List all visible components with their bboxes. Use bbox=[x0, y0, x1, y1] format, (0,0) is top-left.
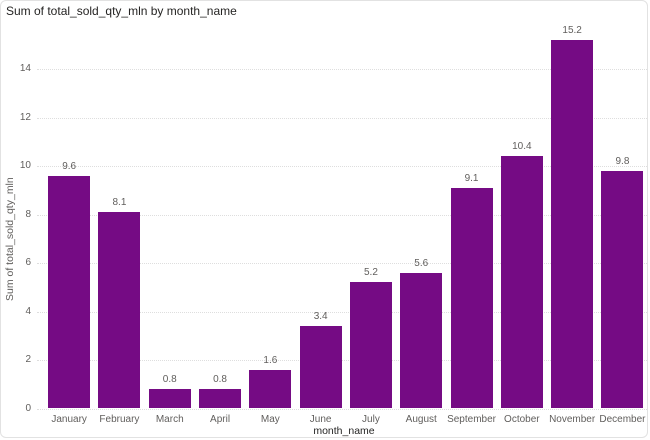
y-axis-tick-label: 4 bbox=[25, 305, 31, 317]
y-axis-tick-label: 12 bbox=[19, 111, 31, 123]
y-axis-tick-label: 14 bbox=[19, 63, 31, 74]
x-axis-title: month_name bbox=[313, 425, 375, 437]
y-axis-tick-label: 6 bbox=[25, 257, 31, 268]
x-axis-tick-october: October bbox=[504, 414, 540, 425]
bar-december[interactable] bbox=[601, 170, 644, 409]
y-axis-tick-label: 10 bbox=[19, 160, 31, 171]
x-axis-tick-february: February bbox=[99, 414, 140, 425]
data-label-september: 9.1 bbox=[464, 172, 479, 184]
gridline-y-6 bbox=[37, 263, 647, 264]
data-label-august: 5.6 bbox=[414, 257, 429, 269]
data-label-october: 10.4 bbox=[512, 141, 532, 153]
bar-july[interactable] bbox=[349, 282, 392, 409]
x-axis-tick-march: March bbox=[155, 414, 184, 425]
data-label-december: 9.8 bbox=[615, 155, 630, 167]
y-axis-tick-label: 2 bbox=[25, 354, 31, 365]
data-label-february: 8.1 bbox=[112, 197, 127, 209]
bar-april[interactable] bbox=[199, 389, 242, 409]
data-label-april: 0.8 bbox=[213, 374, 227, 386]
bar-november[interactable] bbox=[551, 39, 594, 409]
bar-august[interactable] bbox=[400, 272, 443, 409]
x-axis-tick-august: August bbox=[405, 414, 437, 425]
data-label-may: 1.6 bbox=[263, 354, 278, 366]
y-axis-tick-label: 8 bbox=[25, 208, 31, 220]
gridline-y-0 bbox=[37, 408, 647, 410]
bar-may[interactable] bbox=[249, 369, 292, 409]
bar-march[interactable] bbox=[148, 389, 191, 409]
data-label-november: 15.2 bbox=[562, 24, 582, 36]
bar-february[interactable] bbox=[98, 212, 141, 409]
x-axis-tick-may: May bbox=[260, 414, 280, 425]
bar-january[interactable] bbox=[48, 175, 91, 409]
data-label-march: 0.8 bbox=[162, 374, 177, 386]
gridline-y-14 bbox=[37, 69, 647, 70]
x-axis-tick-december: December bbox=[599, 414, 646, 425]
gridline-y-8 bbox=[37, 214, 647, 216]
gridline-y-12 bbox=[37, 117, 647, 119]
data-label-july: 5.2 bbox=[363, 267, 378, 279]
x-axis-tick-june: June bbox=[309, 414, 332, 425]
bar-september[interactable] bbox=[450, 187, 493, 409]
x-axis-tick-january: January bbox=[51, 414, 87, 425]
data-label-january: 9.6 bbox=[62, 160, 77, 172]
gridline-y-10 bbox=[37, 166, 647, 167]
y-axis-tick-label: 0 bbox=[25, 402, 31, 414]
gridline-y-2 bbox=[37, 360, 647, 361]
bar-june[interactable] bbox=[299, 326, 342, 409]
x-axis-tick-july: July bbox=[362, 414, 380, 425]
data-label-june: 3.4 bbox=[313, 311, 328, 323]
x-axis-tick-november: November bbox=[549, 414, 596, 425]
bar-october[interactable] bbox=[500, 156, 543, 409]
gridline-y-4 bbox=[37, 311, 647, 313]
chart-title: Sum of total_sold_qty_mln by month_name bbox=[6, 4, 237, 18]
x-axis-tick-september: September bbox=[447, 414, 496, 425]
x-axis-tick-april: April bbox=[210, 414, 231, 425]
